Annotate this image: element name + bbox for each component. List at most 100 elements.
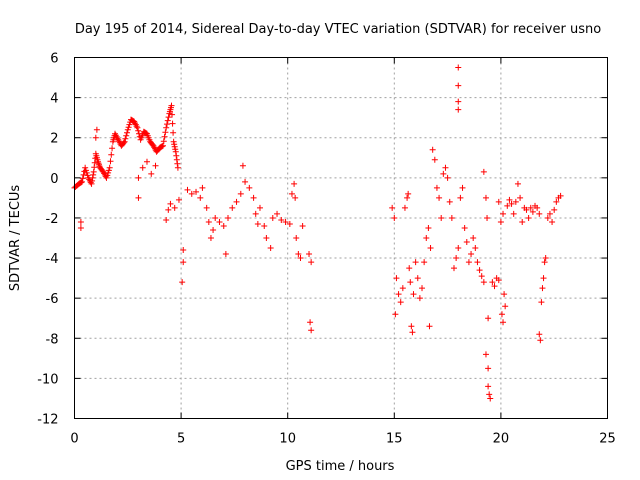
data-point: [541, 259, 548, 266]
data-point: [501, 291, 508, 298]
data-point: [274, 210, 281, 217]
data-point: [126, 121, 133, 128]
data-point: [92, 134, 99, 141]
data-point: [90, 168, 97, 175]
data-point: [308, 259, 315, 266]
x-tick-label: 15: [386, 432, 403, 447]
data-point: [523, 206, 530, 213]
data-point: [401, 204, 408, 211]
data-point: [135, 127, 142, 134]
data-point: [163, 216, 170, 223]
data-point: [444, 174, 451, 181]
data-point: [161, 133, 168, 140]
data-point: [405, 190, 412, 197]
data-point: [164, 117, 171, 124]
data-point: [546, 210, 553, 217]
data-point: [78, 179, 85, 186]
data-point: [557, 192, 564, 199]
data-point: [291, 180, 298, 187]
data-point: [295, 251, 302, 258]
data-point: [389, 204, 396, 211]
data-point: [124, 126, 131, 133]
data-point: [537, 337, 544, 344]
data-point: [134, 124, 141, 131]
data-point: [237, 190, 244, 197]
data-point: [152, 162, 159, 169]
y-tick-label: -2: [46, 212, 59, 227]
data-point: [306, 251, 313, 258]
data-point: [104, 172, 111, 179]
data-point: [80, 171, 87, 178]
data-point: [534, 204, 541, 211]
data-point: [404, 194, 411, 201]
data-point: [210, 226, 217, 233]
data-point: [551, 206, 558, 213]
data-point: [508, 200, 515, 207]
data-point: [425, 224, 432, 231]
data-point: [105, 169, 112, 176]
data-point: [256, 204, 263, 211]
plot-frame: [74, 57, 608, 419]
data-point: [489, 279, 496, 286]
data-point: [463, 239, 470, 246]
data-point: [159, 143, 166, 150]
data-point: [225, 214, 232, 221]
data-point: [93, 126, 100, 133]
data-point: [167, 200, 174, 207]
data-point: [252, 210, 259, 217]
data-point: [542, 255, 549, 262]
data-point: [169, 111, 176, 118]
data-point: [122, 135, 129, 142]
data-point: [412, 259, 419, 266]
data-point: [278, 216, 285, 223]
data-point: [485, 383, 492, 390]
data-point: [220, 222, 227, 229]
data-point: [391, 214, 398, 221]
data-point: [440, 170, 447, 177]
data-point: [392, 311, 399, 318]
data-point: [188, 190, 195, 197]
chart-title: Day 195 of 2014, Sidereal Day-to-day VTE…: [75, 22, 601, 37]
data-point: [267, 245, 274, 252]
data-point: [174, 164, 181, 171]
data-point: [78, 178, 85, 185]
axis-ticks: 0 5 10 15 20 25 -12 -10 -8 -6 -4 -2 0 2 4 6: [37, 52, 616, 447]
data-point: [212, 214, 219, 221]
data-point: [229, 204, 236, 211]
data-point: [431, 156, 438, 163]
data-point: [216, 218, 223, 225]
data-point: [438, 214, 445, 221]
data-point: [159, 142, 166, 149]
data-point: [446, 198, 453, 205]
data-point: [465, 259, 472, 266]
data-point: [500, 210, 507, 217]
data-point: [527, 204, 534, 211]
data-point: [83, 169, 90, 176]
data-point: [121, 138, 128, 145]
x-tick-label: 5: [177, 432, 185, 447]
data-point: [180, 247, 187, 254]
data-point: [148, 170, 155, 177]
data-point: [269, 214, 276, 221]
data-point: [486, 391, 493, 398]
data-point: [529, 208, 536, 215]
data-point: [109, 145, 116, 152]
grid-lines: [74, 57, 608, 419]
y-tick-label: 0: [50, 172, 58, 187]
data-point: [406, 265, 413, 272]
data-point: [538, 299, 545, 306]
data-point: [455, 64, 462, 71]
data-point: [193, 188, 200, 195]
data-point: [89, 177, 96, 184]
data-point: [461, 224, 468, 231]
data-point: [107, 158, 114, 165]
y-tick-label: 2: [50, 132, 58, 147]
data-point: [82, 164, 89, 171]
data-point: [120, 139, 127, 146]
data-point: [553, 198, 560, 205]
y-tick-label: -8: [46, 332, 59, 347]
data-point: [169, 120, 176, 127]
data-point: [180, 259, 187, 266]
data-point: [106, 164, 113, 171]
data-point: [500, 319, 507, 326]
